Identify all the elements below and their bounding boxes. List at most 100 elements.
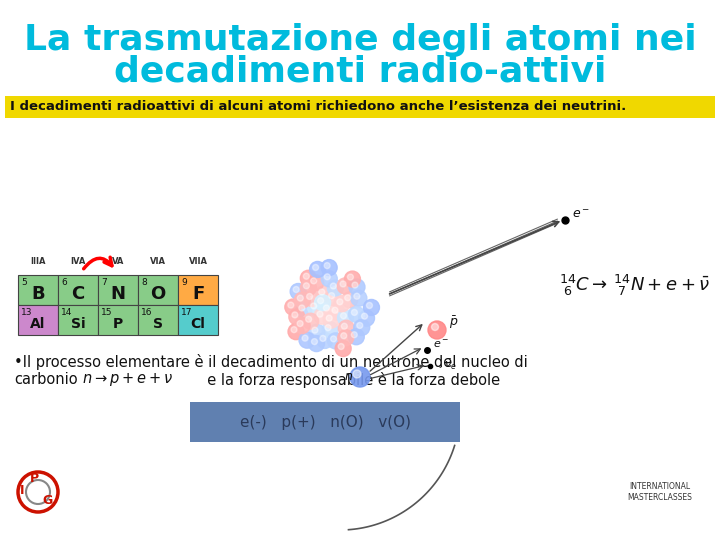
Text: 8: 8: [141, 278, 147, 287]
Circle shape: [305, 316, 312, 322]
Text: 7: 7: [101, 278, 107, 287]
Circle shape: [312, 327, 318, 333]
Circle shape: [328, 333, 343, 349]
Text: 15: 15: [101, 308, 112, 317]
Text: P: P: [113, 316, 123, 330]
Circle shape: [300, 280, 316, 296]
FancyArrowPatch shape: [84, 257, 112, 269]
Circle shape: [350, 367, 370, 387]
Bar: [98, 275, 138, 305]
Text: I: I: [20, 484, 24, 497]
Circle shape: [310, 261, 325, 278]
Circle shape: [354, 293, 360, 299]
Circle shape: [316, 286, 332, 302]
Circle shape: [352, 282, 358, 288]
Circle shape: [348, 329, 364, 345]
Circle shape: [288, 302, 294, 308]
Circle shape: [314, 308, 330, 324]
Circle shape: [289, 309, 305, 325]
Circle shape: [325, 289, 341, 306]
Circle shape: [340, 281, 346, 287]
Circle shape: [321, 260, 337, 275]
Text: $_\circ\bar{\nu}_e$: $_\circ\bar{\nu}_e$: [436, 358, 457, 372]
Text: $n$: $n$: [344, 370, 353, 383]
Circle shape: [334, 296, 350, 312]
Circle shape: [338, 320, 354, 336]
Circle shape: [428, 321, 446, 339]
Circle shape: [335, 341, 351, 356]
Circle shape: [342, 292, 358, 308]
Circle shape: [297, 321, 303, 327]
Circle shape: [323, 312, 339, 328]
Text: P: P: [30, 472, 39, 485]
Circle shape: [320, 302, 336, 318]
Circle shape: [318, 298, 323, 303]
Circle shape: [311, 278, 317, 284]
Circle shape: [292, 312, 298, 318]
Bar: [18, 305, 58, 335]
Bar: [138, 305, 178, 335]
Text: 13: 13: [21, 308, 32, 317]
Text: G: G: [42, 494, 53, 507]
Text: decadimenti radio-attivi: decadimenti radio-attivi: [114, 55, 606, 89]
Circle shape: [359, 310, 374, 326]
Circle shape: [290, 284, 306, 300]
Circle shape: [322, 322, 338, 338]
Circle shape: [323, 305, 329, 311]
Bar: [98, 305, 138, 335]
Circle shape: [328, 280, 343, 296]
Circle shape: [304, 291, 320, 307]
Circle shape: [351, 309, 357, 315]
Circle shape: [341, 323, 347, 329]
Circle shape: [302, 313, 319, 329]
Circle shape: [311, 303, 317, 309]
Circle shape: [338, 343, 344, 349]
Text: $n \rightarrow p + e + \nu$: $n \rightarrow p + e + \nu$: [82, 372, 174, 388]
Text: I decadimenti radioattivi di alcuni atomi richiedono anche l’esistenza dei neutr: I decadimenti radioattivi di alcuni atom…: [10, 100, 626, 113]
Circle shape: [353, 370, 361, 378]
Text: 6: 6: [61, 278, 67, 287]
Circle shape: [285, 299, 301, 315]
Text: O: O: [150, 285, 166, 302]
Circle shape: [294, 318, 310, 334]
Circle shape: [341, 333, 347, 339]
Circle shape: [332, 307, 338, 313]
Circle shape: [299, 305, 305, 311]
Circle shape: [308, 335, 325, 352]
Circle shape: [300, 270, 316, 286]
Circle shape: [341, 313, 346, 319]
Text: 16: 16: [141, 308, 153, 317]
Circle shape: [303, 273, 310, 279]
Circle shape: [309, 324, 325, 340]
Text: 5: 5: [21, 278, 27, 287]
Text: VIA: VIA: [150, 256, 166, 266]
Text: 9: 9: [181, 278, 186, 287]
Circle shape: [315, 295, 330, 310]
Circle shape: [291, 327, 297, 333]
Circle shape: [329, 304, 345, 320]
Bar: [58, 275, 98, 305]
Circle shape: [302, 335, 308, 341]
Text: C: C: [71, 285, 85, 302]
Circle shape: [307, 300, 324, 316]
Circle shape: [356, 322, 363, 328]
Circle shape: [361, 313, 367, 319]
Bar: [190, 402, 460, 442]
Circle shape: [337, 278, 353, 294]
Circle shape: [431, 323, 438, 330]
Text: Si: Si: [71, 316, 85, 330]
Circle shape: [321, 271, 337, 287]
Bar: [178, 305, 218, 335]
Text: IVA: IVA: [71, 256, 86, 266]
Circle shape: [299, 332, 315, 348]
Text: $^{14}_{\ 6}C\rightarrow\,^{14}_{\ 7}N+e+\bar{\nu}$: $^{14}_{\ 6}C\rightarrow\,^{14}_{\ 7}N+e…: [559, 273, 711, 298]
Text: •Il processo elementare è il decadimento di un neutrone del nucleo di: •Il processo elementare è il decadiment…: [14, 354, 528, 370]
Text: IIIA: IIIA: [30, 256, 46, 266]
Circle shape: [330, 283, 336, 289]
Text: Cl: Cl: [191, 316, 205, 330]
Text: e(-)   p(+)   n(O)   v(O): e(-) p(+) n(O) v(O): [240, 415, 410, 429]
Text: $e^-$: $e^-$: [433, 339, 449, 350]
Circle shape: [330, 336, 336, 342]
Circle shape: [303, 283, 310, 289]
Circle shape: [354, 320, 370, 335]
